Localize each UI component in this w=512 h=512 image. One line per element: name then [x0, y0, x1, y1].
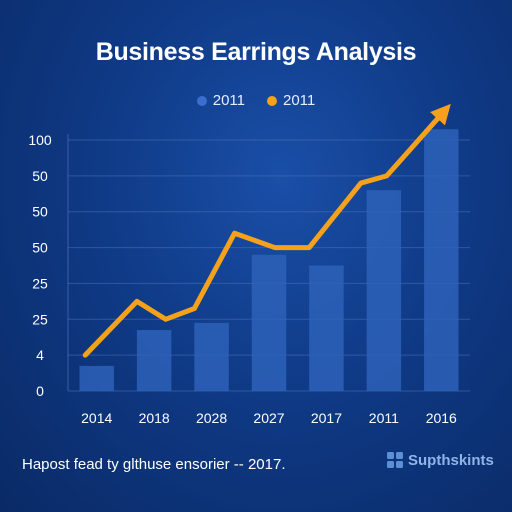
- chart-legend: 2011 2011: [0, 92, 512, 109]
- bar: [194, 322, 229, 391]
- x-tick-label: 2028: [196, 410, 227, 426]
- chart-title: Business Earrings Analysis: [95, 38, 417, 66]
- trend-line: [82, 103, 451, 358]
- bar: [309, 265, 344, 391]
- grid-logo-icon: [387, 452, 403, 468]
- y-tick-label: 50: [32, 240, 48, 256]
- legend-item-line: 2011: [267, 92, 315, 109]
- x-tick-label: 2017: [311, 410, 342, 426]
- y-tick-label: 50: [32, 168, 48, 184]
- bar: [79, 365, 114, 391]
- x-tick-label: 2027: [253, 410, 284, 426]
- x-tick-label: 2018: [139, 410, 170, 426]
- bar: [136, 330, 172, 391]
- x-tick-label: 2011: [369, 410, 399, 426]
- bar: [251, 254, 287, 391]
- brand-name: Supthskints: [408, 451, 494, 469]
- y-tick-label: 100: [28, 132, 52, 148]
- x-tick-label: 2016: [426, 410, 457, 426]
- y-tick-label: 25: [32, 275, 48, 291]
- brand-logo: Supthskints: [386, 451, 494, 469]
- legend-item-bars: 2011: [196, 92, 245, 109]
- y-tick-label: 50: [32, 204, 48, 220]
- y-tick-label: 0: [36, 383, 44, 399]
- x-tick-label: 2014: [81, 410, 112, 426]
- chart-footnote: Hapost fead ty glthuse ensorier -- 2017.: [22, 456, 286, 473]
- bar: [366, 190, 402, 391]
- legend-label-line: 2011: [283, 92, 316, 109]
- y-tick-label: 4: [36, 347, 44, 363]
- legend-swatch-line: [267, 95, 277, 106]
- y-tick-label: 25: [32, 311, 48, 327]
- legend-label-bars: 2011: [212, 92, 245, 109]
- legend-swatch-bars: [196, 95, 207, 106]
- bar: [424, 129, 459, 391]
